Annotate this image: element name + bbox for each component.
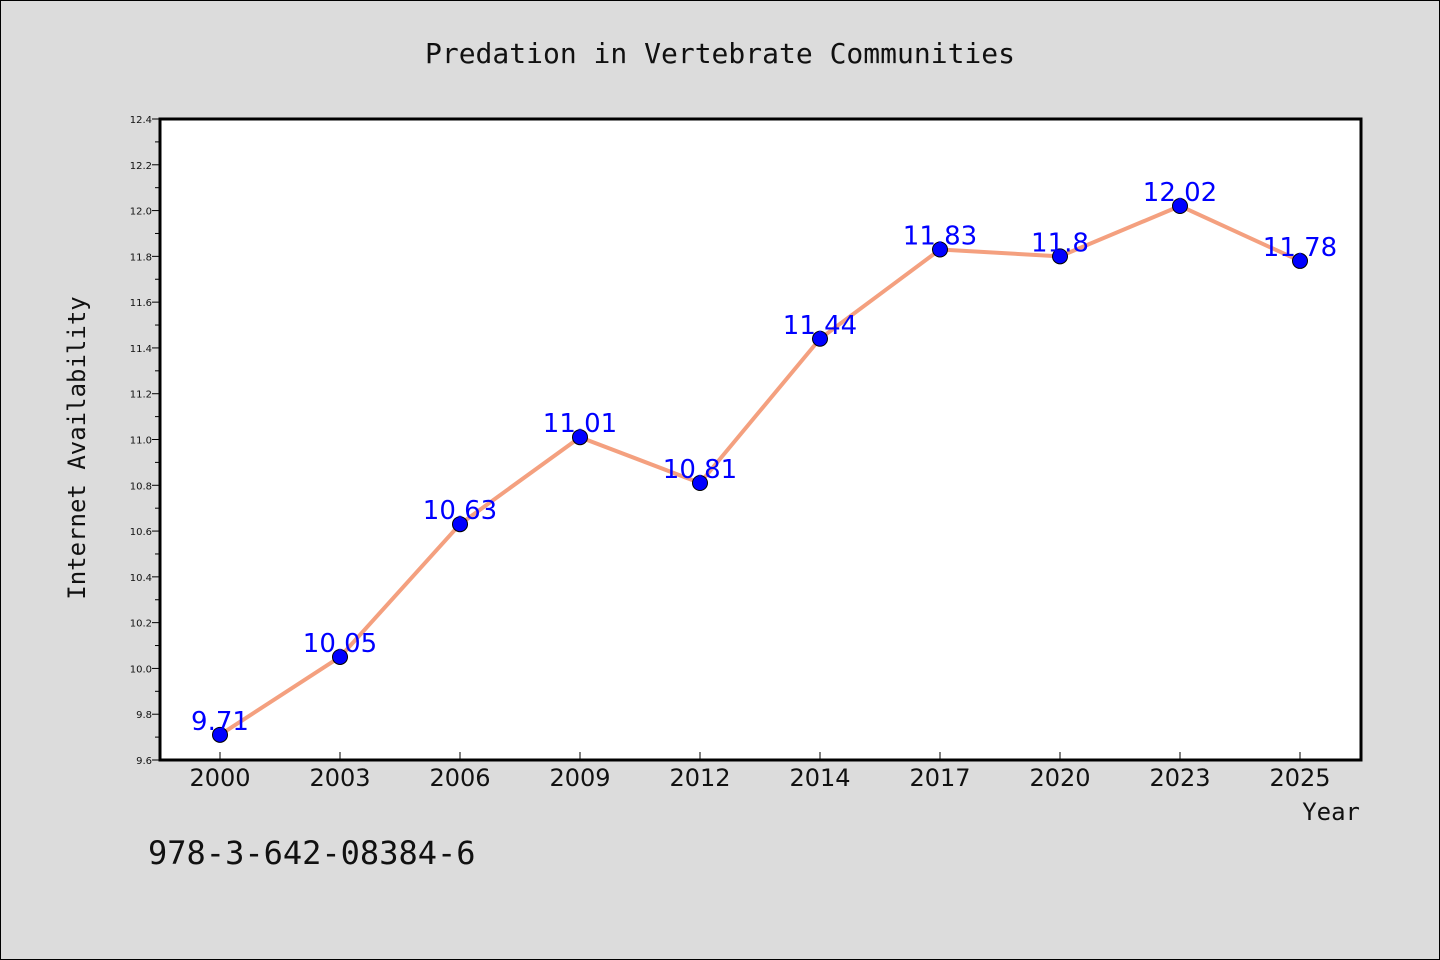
y-tick-label: 11.0 (130, 436, 152, 447)
y-tick-label: 11.2 (130, 390, 152, 401)
data-point (1172, 197, 1188, 214)
data-point (212, 726, 228, 743)
data-point (572, 429, 588, 446)
x-tick-label: 2025 (1269, 764, 1330, 792)
y-tick-label: 11.8 (130, 252, 152, 263)
data-label: 11.8 (1031, 228, 1089, 258)
x-tick-label: 2014 (789, 764, 850, 792)
series-layer: 9.71 10.05 10.63 11.01 10.81 11.44 11.83 11.8 12… (191, 178, 1337, 743)
data-label: 10.63 (423, 496, 497, 526)
y-tick-label: 12.4 (130, 115, 152, 126)
data-label: 11.01 (543, 409, 617, 439)
data-point (932, 241, 948, 258)
data-label: 11.83 (903, 221, 977, 251)
y-axis-label: Internet Availability (63, 296, 91, 599)
x-tick-label: 2003 (309, 764, 370, 792)
data-point (1292, 252, 1308, 269)
data-label: 11.78 (1263, 233, 1337, 263)
y-tick-label: 10.2 (130, 619, 152, 630)
y-tick-label: 10.8 (130, 481, 152, 492)
chart-title: Predation in Vertebrate Communities (425, 37, 1015, 70)
y-tick-label: 11.4 (130, 344, 152, 355)
y-tick-label: 9.6 (136, 756, 152, 767)
data-point (1052, 248, 1068, 265)
data-label: 12.02 (1143, 178, 1217, 208)
y-tick-label: 12.2 (130, 161, 152, 172)
data-point (332, 648, 348, 665)
x-axis-label: Year (1302, 798, 1360, 826)
data-point (812, 330, 828, 347)
y-tick-label: 10.0 (130, 664, 152, 675)
y-tick-label: 11.6 (130, 298, 152, 309)
data-label: 10.05 (303, 629, 377, 659)
x-tick-label: 2009 (549, 764, 610, 792)
y-axis: 9.6 9.8 10.0 10.2 10.4 10.6 10.8 11.0 11.2 11.4 11… (130, 115, 160, 767)
x-axis: 2000 2003 2006 2009 2012 2014 2017 2020 2023 2025 (189, 752, 1331, 792)
series-line (218, 203, 1302, 737)
y-tick-label: 10.4 (130, 573, 152, 584)
x-tick-label: 2000 (189, 764, 250, 792)
y-tick-label: 12.0 (130, 207, 152, 218)
data-point (452, 516, 468, 533)
x-tick-label: 2023 (1149, 764, 1210, 792)
isbn-footer: 978-3-642-08384-6 (148, 834, 476, 872)
x-tick-label: 2006 (429, 764, 490, 792)
x-tick-label: 2012 (669, 764, 730, 792)
data-label: 10.81 (663, 455, 737, 485)
y-tick-label: 9.8 (136, 710, 152, 721)
x-tick-label: 2020 (1029, 764, 1090, 792)
data-label: 9.71 (191, 707, 249, 737)
x-tick-label: 2017 (909, 764, 970, 792)
y-tick-label: 10.6 (130, 527, 152, 538)
data-point (692, 474, 708, 491)
plot-area (158, 117, 1363, 762)
data-label: 11.44 (783, 311, 857, 341)
